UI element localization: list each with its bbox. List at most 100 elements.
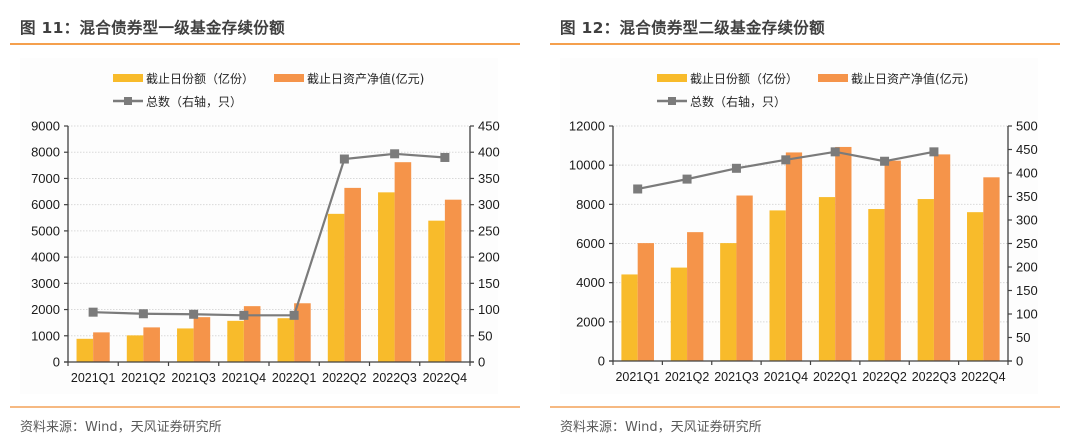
legend-swatch-nav [274, 74, 304, 82]
figure-12-panel: 图 12：混合债券型二级基金存续份额 截止日份额（亿份） 截止日资产净值(亿元) 总… [550, 0, 1070, 442]
y-right-tick-label: 300 [478, 197, 500, 212]
y-left-tick-label: 3000 [31, 276, 60, 291]
axes: 0 2000 4000 6000 8000 10000 12000 0 50 100 150 200 2… [569, 119, 1038, 385]
bar-shares-2022Q2 [327, 213, 345, 362]
bar-nav-2022Q4 [983, 177, 1000, 361]
y-right-tick-label: 100 [1016, 307, 1038, 322]
y-left-tick-label: 12000 [569, 119, 605, 134]
y-right-tick-label: 100 [478, 302, 500, 317]
legend-swatch-count-marker [124, 97, 132, 105]
y-right-tick-label: 350 [478, 171, 500, 186]
marker-count-2021Q2 [138, 309, 148, 319]
figure-11-panel: 图 11：混合债券型一级基金存续份额 截止日份额（亿份） 截止日资产净值(亿元) 总… [10, 0, 530, 442]
bar-shares-2022Q1 [818, 197, 836, 361]
marker-count-2021Q4 [239, 310, 249, 320]
bar-shares-2022Q3 [378, 192, 395, 362]
bar-shares-2021Q3 [720, 243, 737, 361]
bar-nav-2022Q2 [344, 187, 361, 362]
x-tick-label: 2022Q4 [961, 370, 1006, 384]
bars [76, 162, 462, 362]
y-right-tick-label: 500 [1016, 119, 1038, 134]
marker-count-2022Q1 [289, 310, 299, 320]
x-tick-label: 2021Q4 [764, 370, 809, 384]
marker-count-2021Q1 [88, 307, 98, 317]
legend-swatch-shares [657, 74, 687, 82]
bar-nav-2021Q2 [143, 327, 160, 362]
x-tick-label: 2022Q1 [813, 370, 858, 384]
bar-nav-2021Q3 [193, 317, 211, 362]
y-right-tick-label: 250 [478, 223, 500, 238]
line-count-series [93, 152, 445, 317]
y-left-tick-label: 6000 [576, 236, 605, 251]
x-tick-label: 2022Q1 [272, 371, 317, 385]
figure-11-title: 图 11：混合债券型一级基金存续份额 [20, 19, 285, 37]
y-right-tick-label: 450 [478, 119, 500, 134]
bar-shares-2022Q4 [428, 220, 445, 362]
x-tick-label: 2022Q2 [322, 371, 367, 385]
x-tick-label: 2021Q1 [71, 371, 116, 385]
y-left-tick-label: 0 [53, 355, 60, 370]
bar-nav-2021Q1 [93, 332, 110, 362]
bars [621, 146, 1000, 361]
y-right-tick-label: 200 [478, 250, 500, 265]
y-right-tick-label: 300 [1016, 213, 1038, 228]
y-right-tick-label: 150 [1016, 283, 1038, 298]
x-tick-label: 2022Q2 [862, 370, 907, 384]
y-right-tick-label: 0 [478, 355, 485, 370]
marker-count-2022Q1 [830, 147, 840, 157]
y-left-tick-label: 9000 [31, 119, 60, 134]
bar-shares-2022Q3 [917, 199, 934, 361]
x-tick-label: 2022Q3 [912, 370, 957, 384]
y-right-tick-label: 50 [1016, 330, 1030, 345]
y-left-tick-label: 5000 [31, 223, 60, 238]
bar-shares-2021Q4 [769, 210, 786, 361]
bar-shares-2022Q1 [277, 318, 295, 362]
marker-count-2022Q2 [339, 154, 349, 164]
legend-swatch-count-marker [668, 97, 676, 105]
figure-12-chart: 截止日份额（亿份） 截止日资产净值(亿元)总数（右轴，只）020004000600… [569, 71, 1038, 385]
marker-count-2022Q3 [929, 147, 939, 157]
bar-nav-2021Q1 [637, 243, 654, 361]
y-left-tick-label: 0 [598, 354, 605, 369]
bar-shares-2022Q4 [967, 212, 984, 361]
y-left-tick-label: 8000 [576, 197, 605, 212]
y-right-tick-label: 50 [478, 328, 492, 343]
y-right-tick-label: 350 [1016, 189, 1038, 204]
bar-nav-2021Q4 [243, 306, 261, 362]
legend: 截止日份额（亿份） 截止日资产净值(亿元) 总数（右轴，只） [657, 71, 968, 109]
y-right-tick-label: 400 [1016, 166, 1038, 181]
y-right-tick-label: 450 [1016, 142, 1038, 157]
bar-nav-2022Q1 [835, 146, 852, 361]
y-left-tick-label: 1000 [31, 328, 60, 343]
legend-label-nav: 截止日资产净值(亿元) [851, 71, 968, 86]
bar-nav-2021Q2 [687, 232, 704, 361]
y-left-tick-label: 8000 [31, 145, 60, 160]
legend-label-shares: 截止日份额（亿份） [690, 71, 798, 86]
bar-shares-2021Q1 [621, 274, 638, 361]
marker-count-2021Q3 [189, 309, 199, 319]
bar-shares-2021Q2 [126, 335, 144, 362]
y-left-tick-label: 4000 [31, 250, 60, 265]
y-left-tick-label: 2000 [31, 302, 60, 317]
source-divider [550, 406, 1060, 408]
legend-label-shares: 截止日份额（亿份） [146, 71, 254, 86]
legend-swatch-nav [818, 74, 848, 82]
figure-12-title: 图 12：混合债券型二级基金存续份额 [560, 19, 825, 37]
bar-shares-2022Q2 [868, 209, 885, 361]
marker-count-2022Q3 [390, 149, 400, 159]
y-left-tick-label: 7000 [31, 171, 60, 186]
x-tick-label: 2022Q4 [423, 371, 468, 385]
title-divider [10, 43, 520, 45]
figure-11-source: 资料来源：Wind，天风证券研究所 [20, 420, 222, 435]
y-right-tick-label: 200 [1016, 260, 1038, 275]
marker-count-2021Q3 [731, 163, 741, 173]
bar-nav-2022Q3 [394, 162, 412, 362]
y-right-tick-label: 250 [1016, 236, 1038, 251]
x-tick-label: 2021Q3 [714, 370, 759, 384]
y-left-tick-label: 6000 [31, 197, 60, 212]
marker-count-2021Q4 [781, 155, 791, 165]
bar-nav-2022Q3 [933, 154, 951, 361]
x-tick-label: 2021Q2 [121, 371, 166, 385]
y-left-tick-label: 4000 [576, 275, 605, 290]
axes: 0 1000 2000 3000 4000 5000 6000 7000 8000 9000 0 50… [31, 119, 500, 386]
